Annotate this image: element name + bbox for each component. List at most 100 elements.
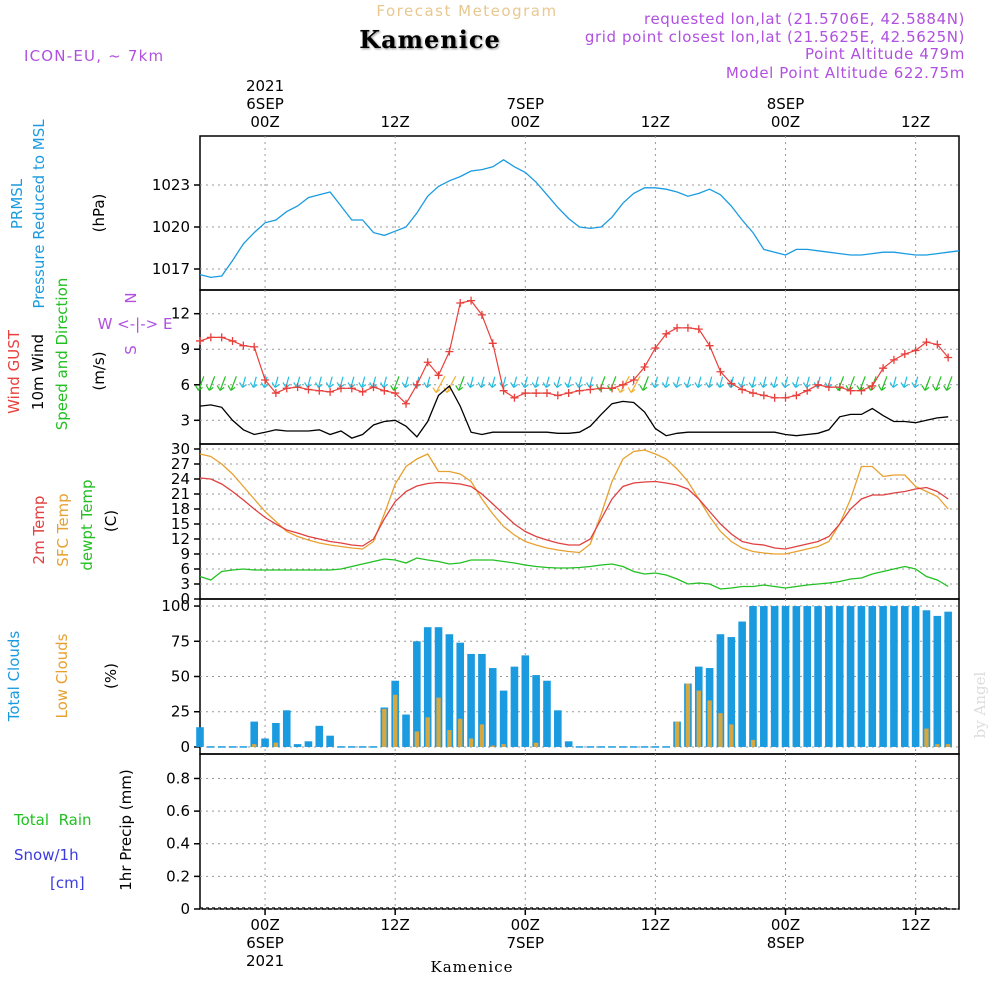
total-cloud-bar	[564, 741, 573, 747]
total-cloud-bar	[315, 725, 324, 747]
y-tick-label: 0.8	[166, 769, 190, 787]
gust-marker	[477, 310, 486, 319]
y-tick-label: 1020	[152, 218, 190, 236]
wind-barb-head	[477, 382, 486, 388]
wind-barb-head	[616, 387, 625, 394]
gust-marker	[239, 341, 248, 350]
gust-marker	[369, 383, 378, 392]
precip-panel: 0 0.2 0.4 0.6 0.8 Total Rain Snow/1h [cm] 1h…	[13, 753, 960, 918]
gust-marker	[662, 329, 671, 338]
y-tick-label: 3	[180, 411, 190, 429]
y-tick-label: 1017	[152, 260, 190, 278]
low-cloud-bar	[458, 718, 463, 747]
time-label: 12Z	[901, 916, 930, 934]
gust-marker	[250, 342, 259, 351]
wind-barb	[523, 376, 528, 388]
wind-barb-head	[705, 382, 714, 388]
wind-barb-head	[943, 385, 951, 391]
time-label: 00Z	[771, 916, 800, 934]
total-cloud-bar	[814, 606, 822, 747]
wind-barb-head	[205, 385, 214, 391]
wind-barb	[382, 376, 387, 388]
time-label: 12Z	[380, 916, 409, 934]
total-cloud-bar	[510, 666, 519, 747]
dewpoint-line	[199, 557, 949, 590]
wind-barb-head	[239, 382, 247, 388]
gust-marker	[651, 344, 660, 353]
gust-marker	[770, 393, 779, 402]
compass-rose: N W <-|-> E S	[98, 292, 173, 354]
wind-barb	[675, 376, 680, 388]
wind-barb-head	[792, 382, 800, 388]
total-cloud-bar	[250, 721, 259, 747]
wind-barb-head	[531, 382, 540, 388]
wind-barb-head	[432, 387, 441, 394]
y-tick-label: 30	[171, 440, 190, 458]
low-cloud-bar	[718, 713, 723, 747]
low-cloud-bar	[533, 742, 539, 747]
wind-barb	[458, 376, 465, 391]
y-tick-label: 15	[171, 515, 190, 533]
time-label: 7SEP	[506, 934, 544, 952]
total-cloud-bar	[933, 615, 942, 747]
gust-marker	[282, 384, 291, 393]
gust-marker	[694, 325, 703, 334]
wind-barb-head	[390, 385, 399, 391]
low-cloud-bar	[479, 724, 485, 747]
total-cloud-bar	[413, 641, 421, 747]
wind-barb	[935, 376, 942, 391]
wind-panel: 3 6 9 12 Wind GUST 10m Wind Speed and Direc…	[5, 278, 960, 445]
requested-coords: requested lon,lat (21.5706E, 42.5884N)	[644, 10, 965, 28]
wind-barb-head	[661, 382, 670, 388]
gust-marker	[499, 386, 508, 395]
total-cloud-bar	[488, 668, 497, 747]
gust-marker	[336, 384, 345, 393]
gust-marker	[586, 385, 595, 394]
low-cloud-bar	[924, 728, 929, 747]
total-cloud-bar	[825, 606, 833, 747]
wind-barb-head	[520, 382, 529, 388]
gust-marker	[889, 355, 898, 364]
total-cloud-bar	[770, 606, 779, 747]
low-cloud-bar	[750, 739, 756, 747]
t2m-label: 2m Temp	[30, 496, 48, 565]
wind-barb	[393, 376, 400, 391]
wind-speed-line	[199, 384, 949, 439]
wind-barb-head	[325, 382, 334, 388]
gust-marker	[629, 376, 638, 385]
wind-barb	[719, 376, 724, 388]
wind-direction-barbs	[194, 375, 953, 394]
y-tick-label: 0.2	[166, 867, 190, 885]
gust-marker	[835, 383, 844, 392]
gust-marker	[792, 391, 801, 400]
wind-barb	[404, 376, 409, 388]
total-cloud-bar	[760, 606, 768, 747]
pressure-label-2: Pressure Reduced to MSL	[30, 119, 48, 309]
clouds-unit: (%)	[102, 663, 120, 689]
gust-marker	[228, 336, 237, 345]
time-label: 2021	[246, 77, 284, 95]
time-label: 00Z	[250, 916, 279, 934]
low-cloud-bar	[468, 738, 474, 747]
gust-marker	[304, 385, 313, 394]
rain-label: Total Rain	[13, 811, 92, 829]
wind-barb-head	[542, 382, 551, 388]
gust-marker	[402, 399, 411, 408]
gust-marker	[857, 386, 866, 395]
gust-marker	[553, 391, 562, 400]
wind-barb-head	[781, 382, 790, 388]
time-label: 12Z	[641, 916, 670, 934]
wind-barb	[881, 376, 888, 391]
precip-y-ticks: 0 0.2 0.4 0.6 0.8	[166, 769, 200, 918]
time-label: 00Z	[771, 113, 800, 131]
wind-dir-label: Speed and Direction	[53, 278, 71, 431]
total-cloud-bar	[792, 606, 801, 747]
wind-barb-head	[216, 385, 225, 391]
y-tick-label: 9	[180, 545, 190, 563]
y-tick-label: 6	[180, 560, 190, 578]
y-tick-label: 18	[171, 500, 190, 518]
low-cloud-bar	[935, 744, 940, 747]
time-label: 00Z	[250, 113, 279, 131]
